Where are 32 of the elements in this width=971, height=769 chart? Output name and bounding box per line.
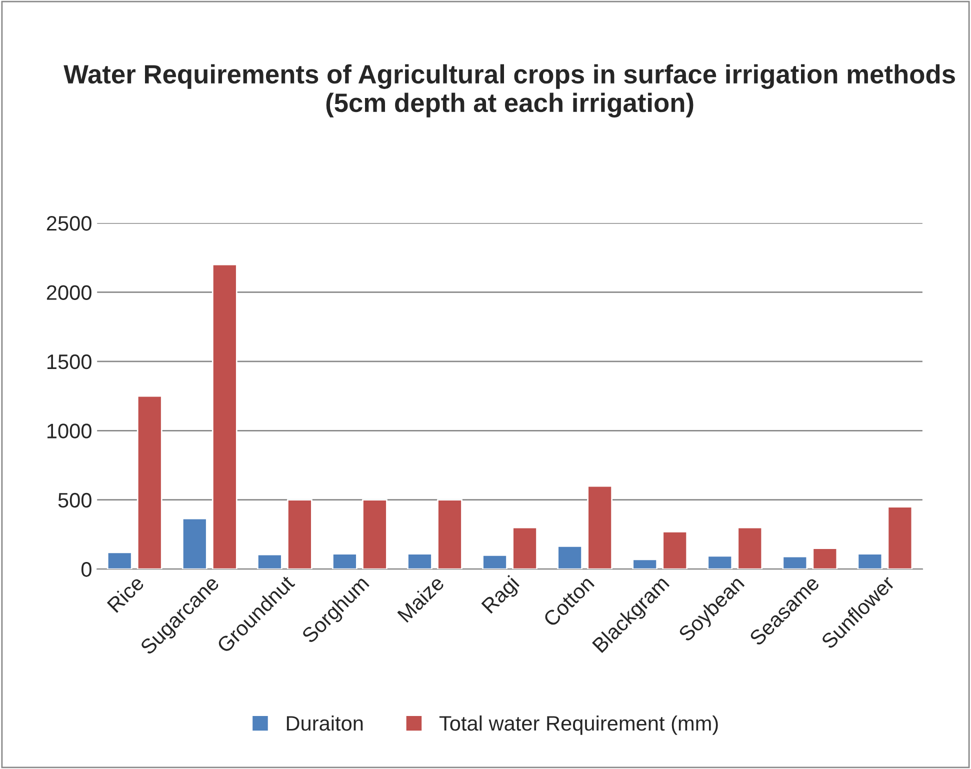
bar xyxy=(662,530,688,570)
bar xyxy=(332,553,358,570)
y-tick-label: 1500 xyxy=(47,354,92,370)
bar xyxy=(557,546,582,570)
bar xyxy=(136,395,162,570)
bar xyxy=(362,499,388,570)
bar xyxy=(737,526,763,570)
bar xyxy=(106,552,132,570)
bar xyxy=(286,499,312,570)
bar xyxy=(707,555,733,570)
bar xyxy=(782,556,808,570)
chart-title: Water Requirements of Agricultural crops in surface irrigation methods (5cm depth at each irrigation) xyxy=(64,64,955,118)
legend-label: Duraiton xyxy=(286,715,363,731)
y-tick-label: 2500 xyxy=(46,216,92,231)
bar xyxy=(482,554,508,570)
bar xyxy=(407,553,432,570)
bar xyxy=(812,548,838,570)
bar xyxy=(437,499,462,570)
bar xyxy=(182,518,208,570)
y-tick-label: 0 xyxy=(81,562,92,577)
bar xyxy=(632,558,658,570)
y-tick-label: 2000 xyxy=(46,285,92,300)
x-tick-label: Rice xyxy=(106,574,145,614)
legend-label: Total water Requirement (mm) xyxy=(439,715,718,735)
bar xyxy=(857,553,883,570)
y-tick-label: 500 xyxy=(58,492,92,508)
bar xyxy=(212,264,238,570)
bar xyxy=(887,506,913,570)
bar xyxy=(512,526,538,570)
y-tick-label: 1000 xyxy=(47,424,92,438)
bar xyxy=(587,485,613,570)
bar xyxy=(256,554,282,570)
